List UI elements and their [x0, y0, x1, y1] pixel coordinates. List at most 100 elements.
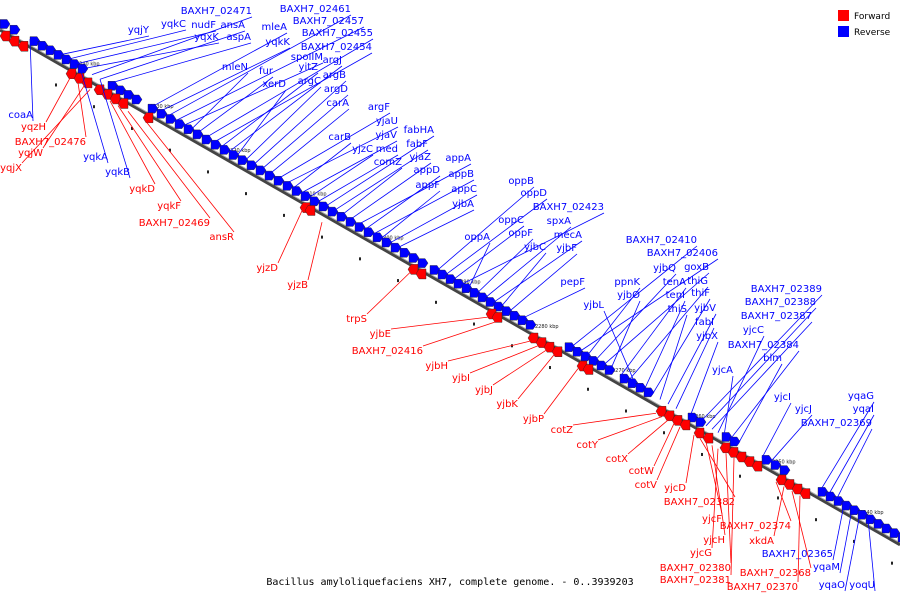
forward-gene-label: ansR [209, 232, 234, 243]
forward-gene-mark [491, 312, 503, 323]
reverse-leader-line [451, 225, 525, 281]
minor-feature-mark [625, 409, 627, 413]
forward-gene-label: yqkD [129, 184, 155, 195]
reverse-gene-label: yqaM [813, 562, 840, 573]
forward-gene-label: yjcF [702, 514, 722, 525]
forward-leader-line [45, 77, 71, 123]
reverse-gene-label: fabI [695, 317, 714, 328]
forward-gene-label: yjbE [370, 329, 391, 340]
forward-gene-label: BAXH7_02381 [660, 575, 731, 586]
forward-gene-label: BAXH7_02374 [720, 521, 791, 532]
forward-gene-mark [17, 41, 29, 52]
reverse-leader-line [689, 341, 719, 417]
reverse-gene-label: goxB [684, 262, 709, 273]
reverse-leader-line [99, 30, 246, 80]
forward-gene-mark [73, 73, 85, 84]
forward-leader-line [773, 486, 785, 537]
forward-gene-mark [535, 337, 547, 348]
reverse-gene-mark [381, 237, 393, 248]
reverse-leader-line [347, 162, 432, 222]
reverse-gene-label: argD [324, 84, 348, 95]
forward-gene-label: cotX [606, 454, 629, 465]
reverse-leader-line [315, 154, 399, 204]
reverse-leader-line [157, 47, 291, 113]
forward-gene-label: BAXH7_02476 [15, 137, 86, 148]
reverse-gene-label: aspA [226, 32, 251, 43]
reverse-leader-line [659, 314, 688, 400]
reverse-gene-label: yitZ [299, 62, 319, 73]
forward-gene-mark [663, 410, 675, 422]
reverse-gene-label: comZ [374, 157, 402, 168]
reverse-leader-line [761, 402, 792, 459]
reverse-gene-label: yjcA [712, 365, 733, 376]
reverse-leader-line [243, 86, 322, 162]
reverse-gene-label: BAXH7_02369 [801, 418, 872, 429]
reverse-gene-mark [399, 248, 411, 258]
reverse-gene-label: spoIIM [291, 52, 323, 63]
forward-leader-line [109, 100, 156, 185]
forward-gene-label: BAXH7_02370 [727, 582, 798, 593]
reverse-gene-label: oppB [508, 176, 534, 187]
forward-leader-line [705, 441, 723, 515]
reverse-gene-label: argF [368, 102, 390, 113]
reverse-gene-label: BAXH7_02387 [741, 311, 812, 322]
reverse-gene-label: spxA [547, 216, 571, 227]
reverse-gene-label: tenI [666, 290, 685, 301]
genome-caption: Bacillus amyloliquefaciens XH7, complete… [266, 577, 634, 588]
reverse-leader-line [569, 245, 698, 349]
minor-feature-mark [701, 452, 703, 456]
forward-leader-line [711, 448, 719, 549]
reverse-leader-line [723, 375, 734, 437]
minor-feature-mark [131, 126, 133, 130]
reverse-gene-mark [408, 253, 420, 263]
reverse-gene-label: yjbL [583, 300, 604, 311]
reverse-gene-label: BAXH7_02457 [293, 16, 364, 27]
forward-gene-mark [671, 415, 683, 426]
reverse-gene-label: carA [326, 98, 349, 109]
reverse-leader-line [251, 80, 347, 167]
forward-gene-mark [783, 479, 795, 490]
reverse-gene-mark [695, 417, 707, 427]
reverse-leader-line [619, 287, 687, 377]
forward-leader-line [711, 445, 726, 536]
tick-label: 2310 kbp [303, 191, 327, 197]
reverse-gene-label: yoqU [849, 580, 875, 591]
reverse-gene-label: BAXH7_02455 [302, 28, 373, 39]
reverse-gene-label: thiS [668, 304, 687, 315]
forward-gene-mark [727, 447, 739, 458]
legend-reverse-label: Reverse [854, 28, 891, 38]
forward-leader-line [145, 121, 235, 233]
forward-leader-line [725, 453, 732, 564]
reverse-leader-line [211, 52, 373, 144]
reverse-leader-line [499, 252, 547, 309]
reverse-gene-label: BAXH7_02454 [301, 42, 372, 53]
reverse-gene-label: oppF [508, 228, 533, 239]
tick-label: 2340 kbp [76, 61, 100, 67]
reverse-leader-line [379, 190, 441, 240]
reverse-gene-label: fur [259, 66, 274, 77]
reverse-gene-label: mecA [554, 230, 582, 241]
reverse-gene-label: BAXH7_02410 [626, 235, 697, 246]
reverse-leader-line [283, 126, 399, 185]
minor-feature-mark [321, 235, 323, 239]
reverse-gene-mark [336, 212, 348, 222]
reverse-gene-mark [264, 170, 276, 181]
forward-leader-line [517, 354, 555, 400]
reverse-gene-label: argB [323, 70, 346, 81]
forward-leader-line [597, 416, 663, 441]
reverse-gene-label: mleA [261, 22, 287, 33]
reverse-gene-label: BAXH7_02423 [533, 202, 604, 213]
forward-gene-label: BAXH7_02380 [660, 563, 731, 574]
reverse-leader-line [711, 321, 813, 430]
minor-feature-mark [853, 539, 855, 543]
reverse-gene-mark [770, 460, 782, 470]
reverse-gene-mark [372, 232, 384, 243]
forward-gene-label: cotY [576, 440, 599, 451]
forward-leader-line [685, 434, 695, 484]
reverse-gene-label: yqxK [194, 32, 219, 43]
reverse-gene-label: thiF [691, 288, 710, 299]
forward-gene-mark [702, 432, 714, 444]
reverse-gene-mark [192, 129, 204, 140]
forward-gene-mark [655, 406, 667, 417]
reverse-leader-line [769, 414, 813, 463]
